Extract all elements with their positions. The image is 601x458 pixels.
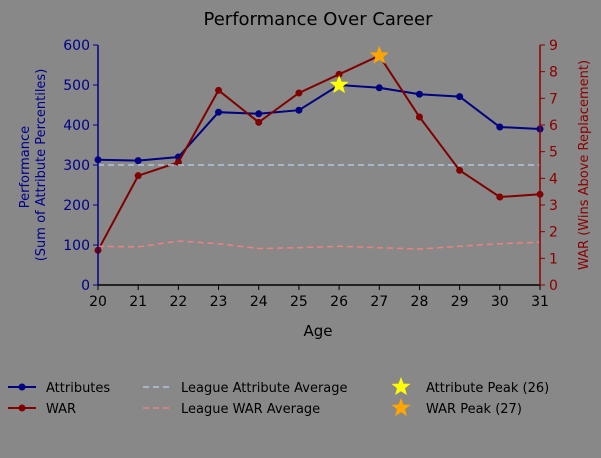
y-tick-left-label: 400 [63, 118, 90, 134]
data-point [415, 90, 423, 98]
x-tick-label: 22 [169, 294, 187, 310]
data-point [496, 123, 504, 131]
y-axis-left-label-line1: Performance [18, 126, 33, 208]
data-point [174, 158, 182, 166]
data-point [255, 110, 263, 118]
data-point [295, 106, 303, 114]
legend-item-0: Attributes [8, 381, 110, 396]
legend-item-2: League Attribute Average [143, 381, 348, 396]
legend-item-4: Attribute Peak (26) [391, 377, 549, 396]
y-tick-left-label: 500 [63, 78, 90, 94]
x-tick-label: 23 [210, 294, 228, 310]
data-point [335, 70, 343, 78]
x-tick-label: 28 [411, 294, 429, 310]
x-tick-label: 20 [89, 294, 107, 310]
y-tick-right-label: 9 [549, 38, 558, 54]
y-tick-left-label: 600 [63, 38, 90, 54]
y-tick-right-label: 2 [549, 225, 558, 241]
legend-label: League WAR Average [181, 402, 320, 417]
plot-area [94, 45, 544, 254]
legend-item-5: WAR Peak (27) [391, 398, 522, 417]
x-tick-label: 26 [330, 294, 348, 310]
y-tick-left-label: 200 [63, 198, 90, 214]
legend: Attributes WAR League Attribute Average Lea… [8, 377, 549, 417]
y-tick-right-label: 8 [549, 65, 558, 81]
x-tick-label: 27 [370, 294, 388, 310]
data-point [456, 93, 464, 101]
x-tick-label: 29 [451, 294, 469, 310]
x-tick-label: 21 [129, 294, 147, 310]
series-line-3 [97, 240, 541, 250]
data-point [496, 193, 504, 201]
y-tick-right-label: 3 [549, 198, 558, 214]
x-tick-label: 30 [491, 294, 509, 310]
x-tick-label: 24 [250, 294, 268, 310]
legend-item-1: WAR [8, 402, 76, 417]
y-tick-left-label: 300 [63, 158, 90, 174]
legend-star [391, 377, 411, 396]
data-point [215, 86, 223, 94]
legend-label: League Attribute Average [181, 381, 348, 396]
chart-title: Performance Over Career [204, 9, 434, 30]
peak-star-0 [329, 75, 349, 94]
data-point [255, 118, 263, 126]
data-point [134, 172, 142, 180]
data-point [456, 166, 464, 174]
peak-star-1 [369, 45, 389, 64]
legend-label: WAR Peak (27) [426, 402, 522, 417]
y-tick-left-label: 0 [81, 278, 90, 294]
y-axis-left-label-line2: (Sum of Attribute Percentiles) [34, 69, 49, 262]
data-point [134, 157, 142, 165]
legend-marker [18, 383, 26, 391]
legend-label: Attributes [46, 381, 110, 396]
legend-marker [18, 404, 26, 412]
legend-star [391, 398, 411, 417]
y-tick-right-label: 0 [549, 278, 558, 294]
data-point [295, 89, 303, 97]
x-tick-label: 31 [531, 294, 549, 310]
y-tick-right-label: 7 [549, 91, 558, 107]
data-point [375, 84, 383, 92]
y-axis-right-label: WAR (Wins Above Replacement) [577, 60, 592, 270]
legend-label: Attribute Peak (26) [426, 381, 549, 396]
data-point [215, 108, 223, 116]
legend-label: WAR [46, 402, 76, 417]
series-line-1 [97, 54, 541, 251]
legend-item-3: League WAR Average [143, 402, 320, 417]
data-point [415, 113, 423, 121]
axes: 20 21 22 23 24 25 26 27 28 29 30 310100200300400500… [63, 38, 558, 310]
y-axis-left-label: Performance (Sum of Attribute Percentile… [18, 69, 49, 262]
x-axis-label: Age [303, 322, 332, 340]
y-tick-right-label: 6 [549, 118, 558, 134]
x-tick-label: 25 [290, 294, 308, 310]
y-tick-left-label: 100 [63, 238, 90, 254]
series-line-0 [97, 83, 541, 162]
y-tick-right-label: 5 [549, 145, 558, 161]
y-tick-right-label: 1 [549, 251, 558, 267]
y-tick-right-label: 4 [549, 171, 558, 187]
